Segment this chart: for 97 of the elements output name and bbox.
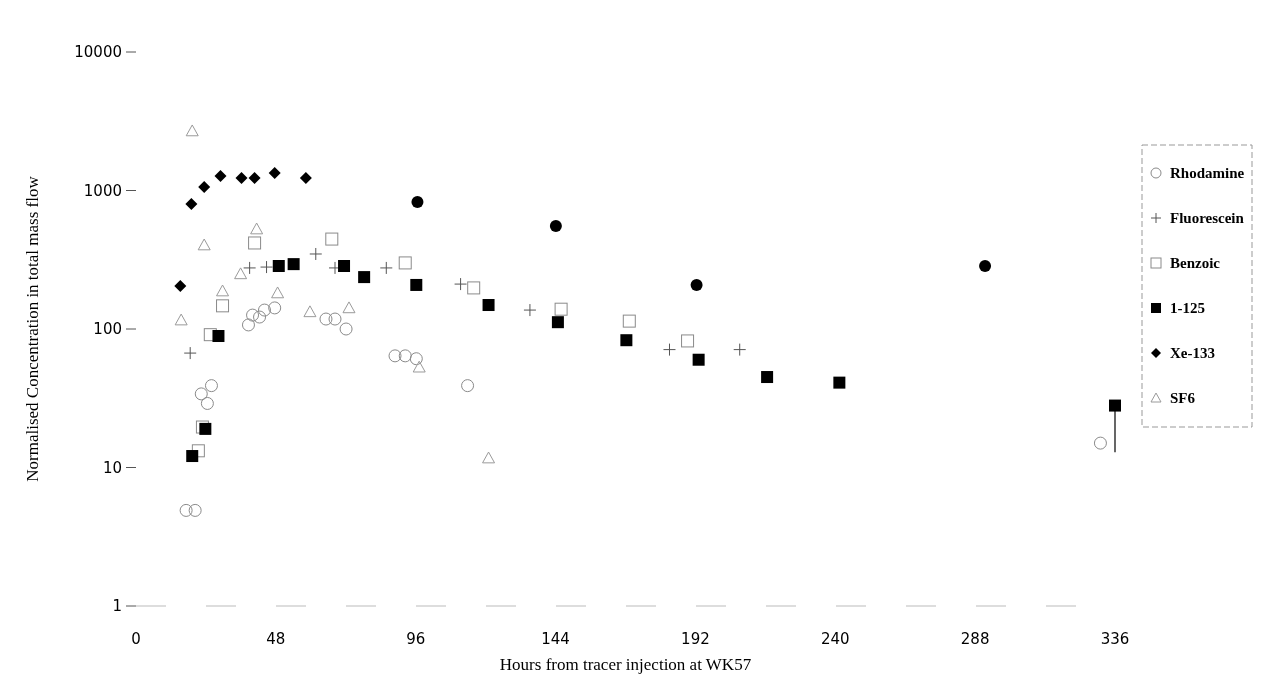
point: [309, 247, 323, 261]
legend-label: SF6: [1170, 390, 1196, 406]
point: [554, 302, 568, 316]
point: [268, 166, 281, 179]
legend-label: Benzoic: [1170, 255, 1221, 271]
point: [200, 396, 214, 410]
point: [339, 322, 353, 336]
y-tick-label: 1000: [83, 181, 122, 200]
point: [620, 334, 633, 347]
point: [188, 503, 202, 517]
x-tick-label: 240: [820, 630, 850, 648]
point: [243, 261, 257, 275]
point: [328, 312, 342, 326]
point: [523, 303, 537, 317]
point: [214, 170, 227, 183]
point: [319, 312, 333, 326]
point: [272, 260, 285, 272]
point: [287, 258, 300, 271]
point: [183, 346, 197, 360]
x-tick-label: 144: [541, 630, 570, 648]
point: [549, 220, 562, 233]
legend-label: Xe-133: [1170, 345, 1215, 361]
point: [412, 360, 426, 373]
point: [681, 334, 695, 348]
point: [260, 260, 274, 274]
point: [195, 420, 209, 434]
point: [761, 371, 774, 384]
x-tick-label: 336: [1100, 630, 1130, 648]
point: [268, 301, 282, 315]
point: [622, 314, 636, 328]
point: [174, 313, 188, 326]
point: [248, 236, 262, 250]
point: [257, 303, 271, 317]
point: [551, 316, 564, 329]
point: [411, 196, 424, 208]
point: [1109, 399, 1121, 412]
point: [833, 376, 846, 389]
point: [186, 450, 199, 463]
point: [241, 318, 255, 332]
x-tick-label: 192: [681, 630, 710, 648]
point: [185, 124, 199, 137]
point: [461, 379, 475, 393]
y-axis-title: Normalised Concentration in total mass flow: [23, 175, 42, 482]
point: [409, 352, 423, 366]
point: [234, 267, 248, 280]
point: [250, 222, 264, 235]
y-tick-label: 100: [93, 320, 122, 338]
point: [979, 260, 992, 272]
point: [410, 278, 423, 291]
point: [467, 281, 481, 295]
legend-label: Fluorescein: [1170, 210, 1245, 226]
point: [248, 172, 261, 185]
point: [299, 172, 312, 185]
point: [398, 349, 412, 363]
x-axis-title: Hours from tracer injection at WK57: [499, 655, 752, 674]
point: [179, 503, 193, 517]
point: [216, 284, 230, 297]
y-tick-label: 10000: [74, 43, 122, 61]
point: [692, 353, 705, 366]
point: [454, 277, 468, 291]
point: [398, 256, 412, 270]
point: [690, 278, 703, 291]
point: [198, 181, 211, 193]
point: [663, 343, 676, 357]
point: [246, 308, 260, 322]
point: [235, 172, 248, 185]
point: [388, 349, 402, 363]
point: [271, 286, 285, 299]
legend-label: Rhodamine: [1170, 165, 1245, 181]
point: [194, 387, 208, 401]
point: [174, 280, 187, 293]
point: [325, 232, 339, 246]
point: [203, 328, 217, 342]
y-tick-label: 1: [112, 597, 122, 615]
point: [338, 260, 351, 272]
point: [358, 271, 371, 284]
x-tick-label: 96: [406, 630, 426, 648]
point: [185, 197, 198, 210]
point: [253, 310, 267, 324]
x-tick-label: 288: [960, 630, 990, 648]
point: [199, 422, 212, 435]
x-tick-label: 0: [131, 630, 141, 648]
point: [303, 305, 317, 318]
point: [379, 261, 393, 275]
y-tick-label: 10: [102, 458, 122, 477]
point: [197, 238, 211, 251]
point: [733, 343, 747, 357]
point: [212, 330, 225, 343]
legend-label: 1-125: [1170, 300, 1205, 316]
point: [191, 444, 205, 458]
point: [482, 451, 496, 464]
point: [482, 299, 495, 312]
x-tick-label: 48: [266, 630, 286, 648]
point: [204, 379, 218, 393]
point: [342, 301, 356, 314]
point: [216, 299, 230, 313]
point: [1093, 436, 1107, 450]
